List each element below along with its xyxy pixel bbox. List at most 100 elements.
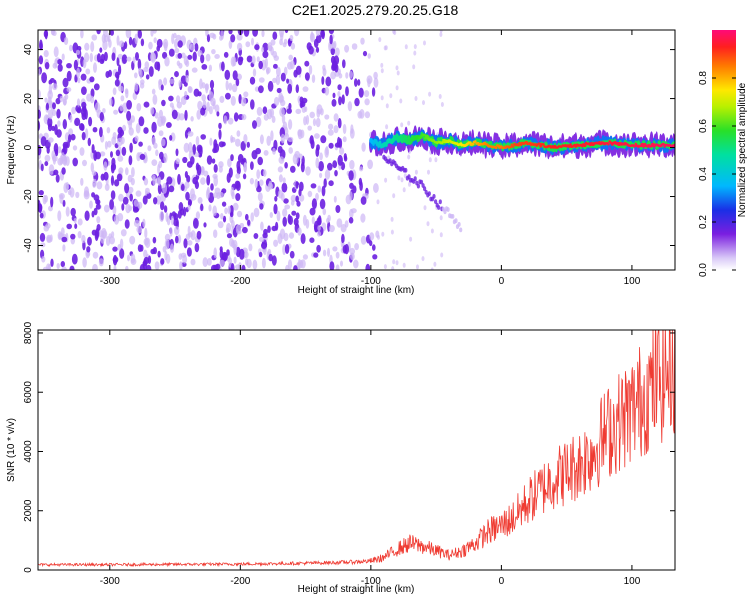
noise-blob (334, 170, 338, 177)
noise-blob (349, 159, 355, 170)
noise-blob (365, 263, 371, 270)
colorbar-tick-label: 0.2 (698, 215, 709, 229)
colorbar-tick-label: 0.8 (698, 71, 709, 85)
noise-blob (91, 144, 95, 154)
noise-blob (392, 193, 396, 199)
noise-blob (233, 112, 239, 122)
noise-blob (279, 228, 286, 240)
noise-blob (208, 91, 214, 102)
noise-blob (104, 183, 110, 191)
noise-blob (113, 214, 120, 225)
noise-blob (166, 176, 173, 185)
noise-blob (364, 98, 370, 106)
noise-blob (300, 259, 306, 269)
noise-blob (126, 100, 132, 110)
noise-blob (90, 95, 95, 104)
noise-blob (169, 102, 174, 108)
noise-blob (284, 204, 291, 210)
noise-blob (61, 167, 66, 175)
noise-blob (124, 219, 130, 229)
noise-blob (315, 117, 321, 128)
noise-blob (57, 59, 63, 65)
noise-blob (103, 204, 110, 213)
noise-blob (89, 76, 95, 83)
noise-blob (47, 96, 52, 105)
noise-blob (224, 207, 228, 215)
noise-blob (226, 222, 232, 233)
noise-blob (200, 166, 205, 174)
noise-blob (38, 145, 42, 156)
noise-blob (41, 255, 46, 263)
noise-blob (154, 261, 160, 270)
noise-blob (212, 205, 217, 216)
signal-track-point (412, 137, 416, 141)
noise-blob (273, 63, 278, 69)
noise-blob (196, 230, 202, 240)
noise-blob (223, 51, 229, 58)
noise-blob (160, 138, 166, 147)
noise-blob (433, 261, 437, 267)
noise-blob (309, 111, 316, 119)
signal-track-point (422, 133, 427, 137)
noise-blob (319, 172, 323, 179)
noise-blob (80, 123, 85, 131)
noise-blob (308, 65, 313, 75)
noise-blob (186, 247, 192, 257)
noise-blob (255, 116, 262, 128)
noise-blob (66, 70, 72, 82)
noise-blob (38, 89, 41, 100)
noise-blob (90, 88, 95, 98)
noise-blob (201, 64, 208, 70)
noise-blob (240, 141, 246, 151)
noise-blob (302, 214, 307, 226)
noise-blob (116, 56, 120, 67)
noise-blob (316, 244, 321, 253)
noise-blob (160, 115, 167, 124)
noise-blob (144, 61, 150, 69)
noise-blob (92, 263, 98, 270)
noise-blob (342, 136, 347, 143)
noise-blob (208, 204, 212, 212)
noise-blob (96, 216, 101, 224)
noise-blob (132, 207, 139, 213)
noise-blob (50, 258, 54, 267)
noise-blob (152, 176, 156, 186)
noise-blob (150, 30, 154, 37)
noise-blob (273, 96, 280, 106)
noise-blob (358, 166, 364, 172)
noise-blob (337, 136, 341, 148)
noise-blob (294, 30, 300, 37)
secondary-track-point (413, 176, 417, 182)
noise-blob (62, 119, 67, 130)
noise-blob (69, 187, 75, 198)
noise-blob (259, 236, 265, 242)
noise-blob (134, 135, 139, 142)
noise-blob (160, 201, 165, 211)
noise-blob (219, 249, 224, 259)
noise-blob (252, 68, 257, 77)
noise-blob (48, 164, 55, 176)
noise-blob (349, 128, 355, 139)
noise-blob (347, 101, 353, 112)
noise-blob (291, 210, 297, 216)
noise-blob (214, 104, 220, 113)
noise-blob (44, 195, 48, 203)
noise-blob (39, 212, 44, 219)
noise-blob (241, 96, 247, 107)
noise-blob (404, 44, 408, 50)
noise-blob (129, 193, 133, 202)
noise-blob (190, 116, 194, 122)
noise-blob (372, 244, 376, 251)
noise-blob (125, 30, 132, 39)
signal-track-point (442, 138, 446, 142)
noise-blob (439, 232, 443, 238)
noise-blob (70, 233, 76, 240)
noise-blob (203, 170, 209, 177)
noise-blob (66, 62, 72, 69)
noise-blob (357, 79, 361, 86)
noise-blob (333, 113, 339, 122)
noise-blob (113, 109, 119, 115)
noise-blob (47, 123, 53, 132)
noise-blob (184, 90, 188, 98)
